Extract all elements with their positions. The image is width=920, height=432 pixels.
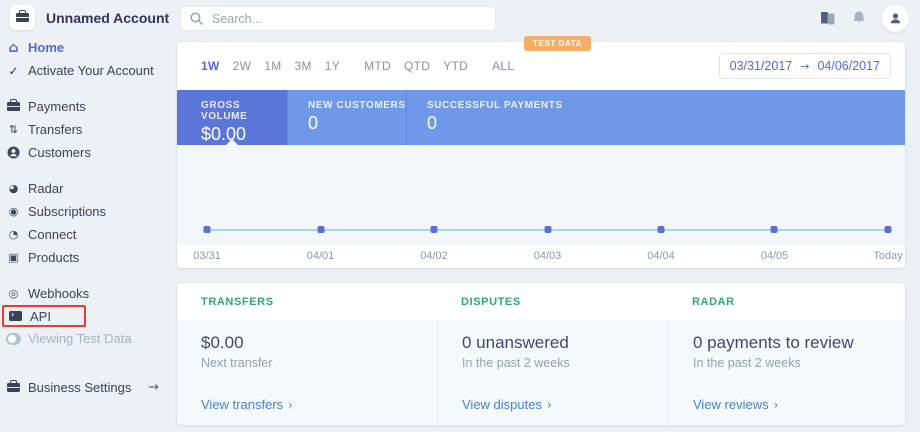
top-bar: Unnamed Account bbox=[0, 0, 920, 36]
transfers-section-title: TRANSFERS bbox=[201, 295, 274, 308]
payments-icon bbox=[6, 99, 21, 111]
sidebar-item-connect[interactable]: ◔ Connect bbox=[6, 223, 177, 246]
axis-label: 04/04 bbox=[647, 250, 675, 262]
chevron-right-icon: › bbox=[546, 397, 552, 412]
chart-point[interactable] bbox=[430, 226, 438, 233]
chevron-right-icon: › bbox=[288, 397, 293, 412]
range-tab-ytd[interactable]: YTD bbox=[443, 59, 469, 73]
sidebar-item-api[interactable]: API bbox=[2, 305, 86, 327]
transfers-icon: ⇅ bbox=[8, 123, 19, 136]
stat-successful-payments[interactable]: SUCCESSFUL PAYMENTS 0 bbox=[406, 90, 905, 145]
view-transfers-link[interactable]: View transfers › bbox=[201, 397, 293, 412]
arrow-right-icon: → bbox=[148, 380, 159, 395]
sidebar-item-payments[interactable]: Payments bbox=[6, 95, 177, 118]
user-avatar[interactable] bbox=[882, 4, 909, 32]
sidebar-item-business-settings[interactable]: Business Settings → bbox=[6, 376, 177, 399]
transfers-value: $0.00 bbox=[201, 333, 244, 352]
range-tab-mtd[interactable]: MTD bbox=[364, 59, 391, 73]
date-from: 03/31/2017 bbox=[729, 59, 793, 73]
transfers-subtitle: Next transfer bbox=[201, 356, 273, 370]
account-switcher[interactable]: Unnamed Account bbox=[10, 5, 201, 30]
sidebar-item-radar[interactable]: ◕ Radar bbox=[6, 177, 177, 200]
test-data-badge: TEST DATA bbox=[524, 36, 592, 51]
notifications-bell-icon[interactable] bbox=[851, 10, 867, 26]
main-content: TEST DATA 1W 2W 1M 3M 1Y MTD QTD YTD ALL… bbox=[177, 36, 905, 425]
axis-label: Today bbox=[873, 250, 903, 262]
radar-icon: ◕ bbox=[8, 182, 19, 195]
chart-x-axis: 03/31 04/01 04/02 04/03 04/04 04/05 Toda… bbox=[177, 245, 905, 268]
radar-value: 0 payments to review bbox=[693, 333, 854, 352]
range-tab-qtd[interactable]: QTD bbox=[403, 59, 431, 73]
sidebar-item-products[interactable]: ▣ Products bbox=[6, 246, 177, 269]
radar-summary: 0 payments to review In the past 2 weeks… bbox=[668, 320, 905, 425]
checkmark-icon: ✓ bbox=[8, 63, 19, 78]
business-settings-icon bbox=[6, 380, 21, 392]
axis-label: 04/01 bbox=[306, 250, 335, 262]
disputes-section-title: DISPUTES bbox=[461, 295, 521, 308]
test-data-toggle-icon[interactable] bbox=[6, 332, 21, 345]
arrow-right-icon: → bbox=[800, 59, 810, 73]
range-tab-1w[interactable]: 1W bbox=[201, 59, 220, 73]
sidebar-item-transfers[interactable]: ⇅ Transfers bbox=[6, 118, 177, 141]
view-disputes-link[interactable]: View disputes › bbox=[462, 397, 552, 412]
chart-point[interactable] bbox=[203, 226, 211, 233]
radar-section-title: RADAR bbox=[692, 295, 735, 308]
subscriptions-icon: ◉ bbox=[8, 205, 19, 218]
axis-label: 04/05 bbox=[760, 250, 789, 262]
chart-point[interactable] bbox=[770, 226, 778, 233]
stat-new-customers[interactable]: NEW CUSTOMERS 0 bbox=[287, 90, 406, 145]
search-input[interactable] bbox=[210, 10, 486, 27]
date-range-picker[interactable]: 03/31/2017 → 04/06/2017 bbox=[718, 53, 891, 79]
overview-chart-card: TEST DATA 1W 2W 1M 3M 1Y MTD QTD YTD ALL… bbox=[177, 36, 905, 268]
chart-point[interactable] bbox=[317, 226, 324, 233]
sidebar-item-activate-account[interactable]: ✓ Activate Your Account bbox=[6, 59, 177, 82]
customers-icon bbox=[6, 146, 21, 159]
axis-label: 03/31 bbox=[193, 250, 221, 262]
account-icon bbox=[10, 5, 35, 30]
search-bar bbox=[180, 6, 496, 31]
range-tab-2w[interactable]: 2W bbox=[232, 59, 252, 73]
search-icon bbox=[190, 12, 203, 25]
account-name: Unnamed Account bbox=[46, 9, 170, 26]
radar-subtitle: In the past 2 weeks bbox=[693, 356, 801, 370]
terminal-icon bbox=[8, 310, 23, 321]
stats-bar: GROSS VOLUME $0.00 NEW CUSTOMERS 0 SUCCE… bbox=[177, 90, 905, 145]
sidebar-item-customers[interactable]: Customers bbox=[6, 141, 177, 164]
range-tabs: 1W 2W 1M 3M 1Y MTD QTD YTD ALL bbox=[201, 59, 527, 73]
products-icon: ▣ bbox=[8, 251, 19, 264]
range-tab-3m[interactable]: 3M bbox=[294, 59, 312, 73]
sidebar-item-viewing-test-data[interactable]: Viewing Test Data bbox=[6, 327, 177, 350]
disputes-value: 0 unanswered bbox=[462, 333, 569, 352]
person-icon bbox=[890, 12, 901, 23]
transfers-summary: $0.00 Next transfer View transfers › bbox=[177, 320, 437, 425]
sidebar-item-home[interactable]: ⌂ Home bbox=[6, 36, 177, 59]
sidebar-item-webhooks[interactable]: ◎ Webhooks bbox=[6, 282, 177, 305]
summary-card: TRANSFERS DISPUTES RADAR $0.00 Next tran… bbox=[177, 283, 905, 425]
home-icon: ⌂ bbox=[8, 39, 19, 56]
webhooks-icon: ◎ bbox=[8, 287, 19, 300]
date-to: 04/06/2017 bbox=[817, 59, 880, 73]
connect-icon: ◔ bbox=[8, 228, 19, 241]
chart-point[interactable] bbox=[544, 226, 551, 233]
gross-volume-chart bbox=[177, 139, 905, 245]
range-tab-1y[interactable]: 1Y bbox=[324, 59, 341, 73]
axis-label: 04/02 bbox=[420, 250, 448, 262]
docs-book-icon[interactable] bbox=[819, 11, 836, 26]
range-tab-1m[interactable]: 1M bbox=[264, 59, 282, 73]
sidebar-item-subscriptions[interactable]: ◉ Subscriptions bbox=[6, 200, 177, 223]
disputes-summary: 0 unanswered In the past 2 weeks View di… bbox=[437, 320, 668, 425]
chevron-right-icon: › bbox=[773, 397, 779, 412]
chart-point[interactable] bbox=[884, 226, 892, 233]
range-tab-all[interactable]: ALL bbox=[492, 59, 515, 73]
chart-point[interactable] bbox=[657, 226, 665, 233]
sidebar: ⌂ Home ✓ Activate Your Account Payments … bbox=[0, 36, 177, 432]
stat-gross-volume[interactable]: GROSS VOLUME $0.00 bbox=[177, 90, 287, 145]
view-reviews-link[interactable]: View reviews › bbox=[693, 397, 779, 412]
axis-label: 04/03 bbox=[533, 250, 562, 262]
disputes-subtitle: In the past 2 weeks bbox=[462, 356, 570, 370]
